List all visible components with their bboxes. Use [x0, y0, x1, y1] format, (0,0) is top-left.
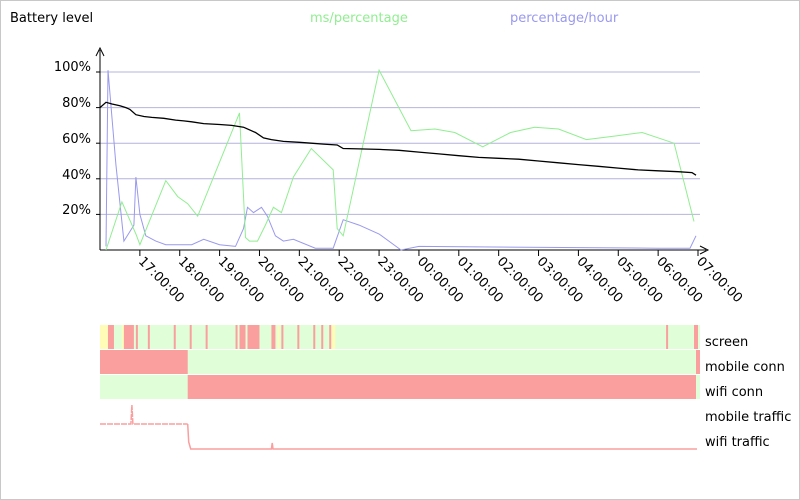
strip-label-mobile-traffic: mobile traffic — [705, 410, 791, 425]
screen-strip-background — [100, 325, 700, 349]
y-tick-label: 80% — [62, 96, 91, 111]
screen-strip-on-segment — [239, 325, 246, 349]
screen-strip-on-segment — [135, 325, 138, 349]
screen-strip-on-segment — [666, 325, 669, 349]
series-line-percentage-hour — [105, 70, 697, 251]
screen-strip-on-segment — [321, 325, 324, 349]
screen-strip-idle-segment — [100, 325, 108, 349]
mobile-traffic-line — [100, 404, 188, 425]
screen-strip-on-segment — [107, 325, 114, 349]
screen-strip-on-segment — [247, 325, 260, 349]
series-line-ms-percentage — [105, 68, 695, 251]
screen-strip-on-segment — [235, 325, 238, 349]
screen-strip-idle-segment — [121, 325, 124, 349]
y-axis-arrow — [95, 46, 105, 57]
screen-strip-on-segment — [271, 325, 276, 349]
screen-strip-on-segment — [205, 325, 208, 349]
screen-strip-on-segment — [173, 325, 176, 349]
x-axis-arrow — [699, 245, 710, 255]
wifi-traffic-line — [186, 423, 697, 450]
wifi-conn-strip-segment — [187, 375, 697, 399]
mobile-conn-strip-background — [100, 350, 700, 374]
y-tick-label: 100% — [54, 60, 91, 75]
strip-label-wifi-conn: wifi conn — [705, 385, 763, 400]
y-tick-label: 40% — [62, 168, 91, 183]
strip-label-screen: screen — [705, 335, 748, 350]
screen-strip-on-segment — [297, 325, 300, 349]
chart-title: Battery level — [10, 11, 93, 26]
screen-strip-on-segment — [281, 325, 284, 349]
mobile-conn-strip-segment — [100, 350, 188, 374]
y-tick-label: 60% — [62, 132, 91, 147]
y-tick-labels: 20% 40% 60% 80% 100% — [54, 60, 91, 218]
screen-strip-idle-segment — [277, 325, 280, 349]
screen-strip-on-segment — [694, 325, 699, 349]
grid — [100, 71, 700, 215]
screen-strip-idle-segment — [331, 325, 336, 349]
screen-strip-on-segment — [313, 325, 316, 349]
strip-labels: screen mobile conn wifi conn mobile traf… — [705, 335, 791, 450]
series-line-battery-level — [99, 101, 697, 176]
strip-label-mobile-conn: mobile conn — [705, 360, 785, 375]
screen-strip-on-segment — [329, 325, 332, 349]
screen-strip-on-segment — [189, 325, 192, 349]
mobile-conn-strip-segment — [696, 350, 700, 374]
legend-percentage-hour: percentage/hour — [510, 11, 619, 26]
state-strips — [100, 325, 700, 450]
legend-ms-percentage: ms/percentage — [310, 11, 408, 26]
strip-label-wifi-traffic: wifi traffic — [705, 435, 770, 450]
screen-strip-on-segment — [123, 325, 134, 349]
screen-strip-on-segment — [147, 325, 150, 349]
y-tick-label: 20% — [62, 203, 91, 218]
